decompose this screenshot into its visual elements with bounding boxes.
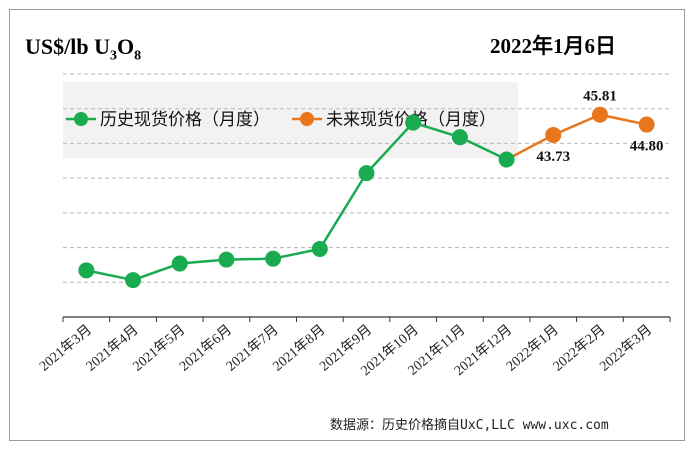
historical-series-line	[86, 121, 508, 282]
chart-date: 2022年1月6日	[490, 34, 616, 58]
legend-historical-label: 历史现货价格（月度）	[100, 110, 270, 130]
data-label: 43.73	[536, 149, 570, 165]
legend-background	[63, 82, 518, 158]
historical-data-point	[311, 240, 328, 257]
future-data-point	[545, 126, 562, 143]
legend-future-marker	[300, 112, 314, 126]
historical-data-point	[405, 114, 422, 131]
historical-data-point	[451, 129, 468, 146]
data-label: 45.81	[583, 89, 617, 105]
future-data-point	[638, 116, 655, 133]
data-source-note: 数据源：历史价格摘自UxC,LLC www.uxc.com	[330, 418, 609, 433]
future-data-point	[591, 106, 608, 123]
legend-historical-marker	[74, 112, 88, 126]
historical-data-point	[218, 251, 235, 268]
historical-data-point	[498, 151, 515, 168]
historical-data-point	[78, 262, 95, 279]
historical-data-point	[358, 165, 375, 182]
chart-frame	[9, 9, 685, 441]
chart-unit-title: US$/lb U3O8	[25, 34, 142, 64]
data-label: 44.80	[630, 139, 664, 155]
x-tick-label: 2022年3月	[597, 322, 656, 375]
historical-data-point	[171, 255, 188, 272]
future-series-line	[505, 113, 647, 161]
historical-data-point	[125, 272, 142, 289]
historical-data-point	[265, 250, 282, 267]
